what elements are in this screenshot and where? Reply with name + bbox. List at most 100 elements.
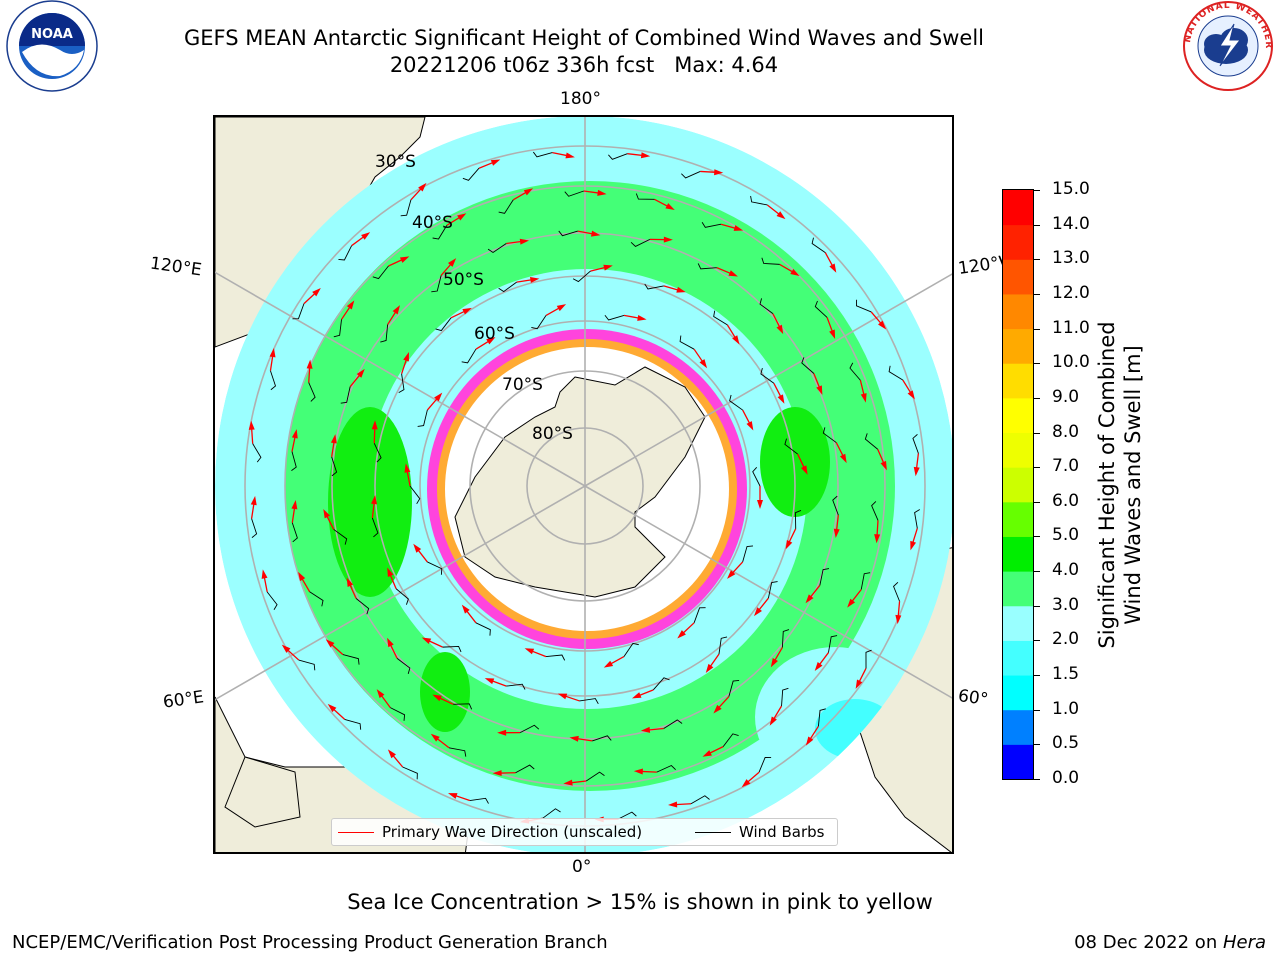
wave-direction-arrowhead — [371, 495, 378, 505]
meridian-line — [215, 271, 586, 487]
wind-barb — [564, 190, 584, 197]
wind-barb — [308, 382, 316, 402]
wave-direction-arrowhead — [829, 329, 836, 339]
wave-direction-arrowhead — [640, 726, 651, 733]
wind-barb — [572, 270, 591, 283]
wave-direction-arrowhead — [699, 359, 708, 369]
wind-barb — [344, 718, 362, 730]
wave-direction-arrowhead — [633, 768, 643, 775]
wave-direction-arrowhead — [413, 543, 422, 553]
wave-direction-arrowhead — [448, 793, 458, 799]
wind-barb — [431, 275, 442, 293]
wind-barb — [849, 362, 861, 381]
wind-barb — [623, 642, 639, 657]
wind-barb — [331, 456, 338, 477]
wave-direction-arrowhead — [805, 594, 814, 604]
colorbar-tick-mark — [1034, 363, 1040, 365]
colorbar-tick-mark — [1034, 779, 1040, 780]
colorbar-swatch — [1003, 744, 1033, 779]
wave-direction-arrowhead — [800, 465, 808, 475]
wave-direction-arrowhead — [392, 305, 400, 315]
wave-direction-arrowhead — [668, 801, 678, 808]
wind-barb — [487, 243, 507, 254]
wave-direction-arrowhead — [665, 203, 675, 210]
wind-barb — [291, 451, 297, 472]
wave-direction-arrowhead — [312, 287, 321, 297]
colorbar-swatch — [1003, 224, 1033, 260]
legend-primary-wave: Primary Wave Direction (unscaled) — [382, 823, 643, 841]
wave-direction-arrowhead — [361, 232, 371, 240]
wind-barb — [728, 680, 740, 697]
colorbar-swatch — [1003, 467, 1033, 503]
wave-direction-arrowhead — [457, 213, 467, 221]
wind-barb — [865, 649, 872, 669]
wave-direction-arrowhead — [895, 614, 902, 625]
wind-barb — [864, 433, 878, 450]
wind-barb — [893, 581, 900, 602]
wind-barb — [251, 518, 258, 539]
wind-barb — [817, 708, 826, 727]
wave-direction-arrowhead — [376, 689, 385, 699]
colorbar-tick-mark — [1034, 397, 1040, 399]
lon-label-0: 0° — [572, 857, 592, 877]
colorbar-tick-label: 8.0 — [1052, 421, 1080, 442]
wave-direction-arrowhead — [746, 421, 754, 431]
wind-barb — [291, 522, 298, 543]
antarctica-landmass — [454, 366, 706, 598]
wind-barb — [417, 409, 428, 427]
colorbar-tick-mark — [1034, 259, 1040, 261]
lat-label-50s: 50°S — [443, 270, 484, 290]
wind-barb — [292, 303, 305, 320]
wind-barb — [270, 370, 277, 391]
wave-direction-arrowhead — [563, 779, 573, 786]
wind-barb — [759, 298, 774, 314]
wave-direction-arrowhead — [327, 703, 337, 713]
lat-label-40s: 40°S — [412, 213, 453, 233]
madagascar-landmass — [224, 756, 301, 828]
wind-barb — [750, 195, 768, 206]
wind-barb — [380, 324, 389, 343]
wind-barb — [409, 485, 421, 505]
wind-barb — [342, 654, 360, 665]
wind-barb — [435, 317, 452, 332]
wave-direction-arrowhead — [833, 528, 840, 538]
wave-direction-arrowhead — [790, 268, 800, 276]
wave-direction-arrowhead — [291, 500, 298, 510]
wave-direction-arrowhead — [519, 238, 530, 245]
colorbar-swatch — [1003, 675, 1033, 711]
colorbar-tick-mark — [1034, 432, 1040, 434]
page-title: GEFS MEAN Antarctic Significant Height o… — [183, 26, 985, 50]
wave-direction-arrowhead — [597, 189, 607, 196]
wave-direction-arrowhead — [913, 466, 920, 477]
wave-direction-arrowhead — [557, 693, 568, 700]
wave-direction-arrowhead — [387, 567, 394, 577]
wind-barb — [400, 199, 412, 217]
wind-barb — [871, 501, 879, 521]
wind-barb — [442, 646, 462, 653]
wave-direction-arrowhead — [805, 736, 814, 746]
wave-direction-arrowhead — [777, 394, 785, 404]
wind-barb — [531, 315, 547, 330]
wind-barb — [767, 581, 778, 599]
wind-barb — [630, 238, 651, 247]
wave-direction-arrowhead — [776, 324, 784, 335]
wave-direction-arrowhead — [403, 351, 409, 362]
wind-barb — [461, 348, 477, 364]
colorbar-swatch — [1003, 397, 1033, 434]
wind-barb — [604, 314, 625, 321]
lat-label-70s: 70°S — [502, 375, 543, 395]
wave-direction-arrowhead — [753, 607, 762, 617]
wind-barb — [396, 658, 411, 674]
wave-direction-arrowhead — [323, 508, 331, 519]
wind-barb — [742, 545, 754, 563]
wind-barb — [760, 368, 775, 384]
wind-barb — [697, 263, 717, 270]
wind-barb — [701, 222, 722, 228]
wave-direction-arrowhead — [291, 429, 298, 439]
wind-barb — [266, 591, 278, 611]
wind-barb — [532, 151, 553, 158]
colorbar-tick-label: 1.5 — [1052, 664, 1080, 685]
wind-barb — [729, 394, 743, 411]
wave-direction-arrowhead — [713, 704, 722, 714]
noaa-logo: NOAA — [0, 0, 104, 104]
